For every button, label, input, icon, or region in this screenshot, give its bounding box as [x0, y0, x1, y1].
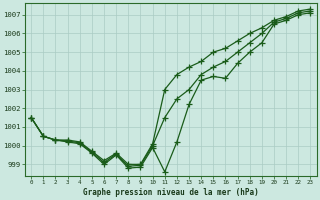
- X-axis label: Graphe pression niveau de la mer (hPa): Graphe pression niveau de la mer (hPa): [83, 188, 259, 197]
